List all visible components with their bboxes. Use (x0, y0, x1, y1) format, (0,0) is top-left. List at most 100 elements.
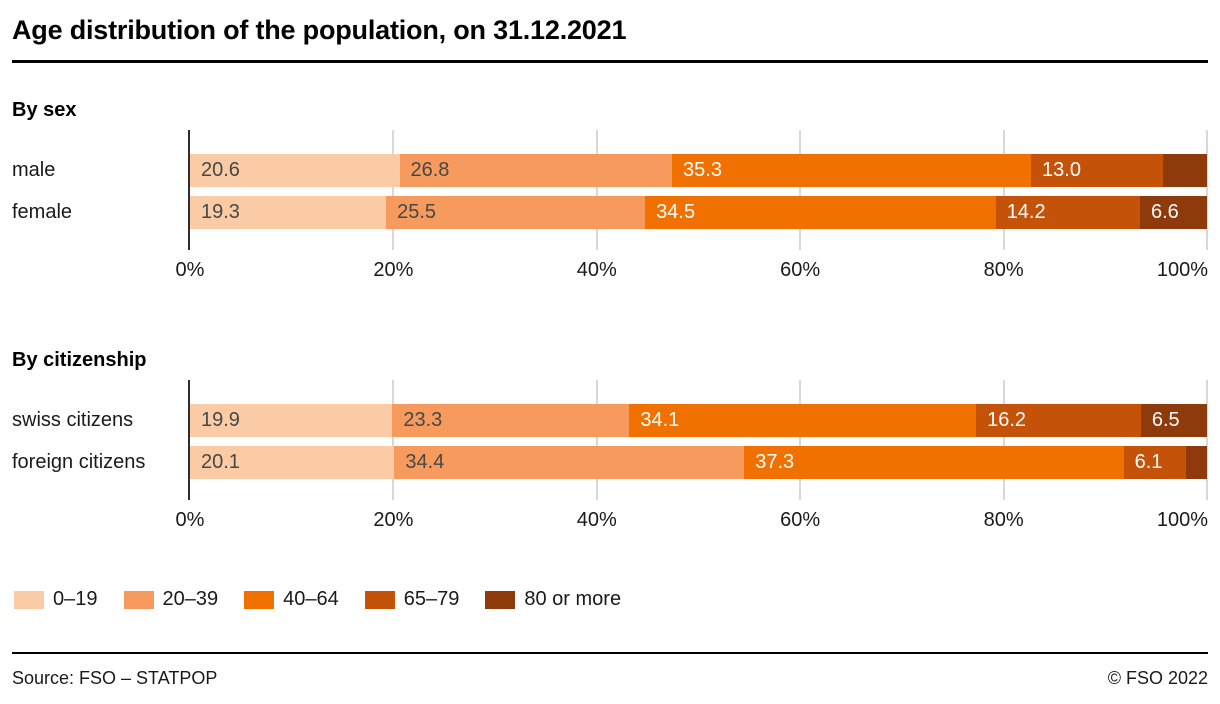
bar-value-label: 37.3 (755, 451, 795, 473)
legend-label: 80 or more (524, 588, 622, 610)
y-axis-line (188, 130, 190, 250)
bar-value-label: 34.5 (656, 201, 696, 223)
gridline (1206, 130, 1208, 250)
bar-value-label: 23.3 (403, 409, 443, 431)
legend-item: 40–64 (244, 588, 339, 611)
row-label: female (12, 201, 73, 223)
section-heading-by-citizenship: By citizenship (12, 349, 147, 371)
bar-segment: 35.3 (672, 154, 1032, 187)
gridline (392, 380, 395, 500)
gridline (1002, 130, 1005, 250)
x-tick-label: 0% (175, 259, 205, 281)
footer-copyright: © FSO 2022 (1107, 668, 1208, 688)
row-label: foreign citizens (12, 451, 146, 473)
gridline (1002, 380, 1005, 500)
bar-value-label: 34.4 (405, 451, 445, 473)
gridline (799, 380, 802, 500)
bar-segment: 23.3 (392, 404, 630, 437)
bar-segment: 34.5 (645, 196, 996, 229)
bar-segment: 26.8 (399, 154, 673, 187)
legend-label: 65–79 (403, 588, 460, 610)
x-tick-label: 0% (175, 509, 205, 531)
bars-container: swiss citizens 19.9 23.3 34.1 16.2 6.5 foreign… (12, 404, 1207, 488)
page-title: Age distribution of the population, on 3… (12, 15, 627, 45)
bar-row: female 19.3 25.5 34.5 14.2 6.6 (12, 196, 1207, 229)
bar-value-label: 35.3 (683, 159, 722, 181)
row-label: male (12, 159, 56, 181)
bar-segment: 6.1 (1123, 446, 1186, 479)
legend-label: 0–19 (53, 588, 98, 610)
bar-segment: 13.0 (1031, 154, 1164, 187)
gridline (595, 380, 598, 500)
footer-source: Source: FSO – STATPOP (12, 668, 218, 688)
legend-item: 0–19 (14, 588, 98, 611)
bar-value-label: 19.3 (201, 201, 240, 223)
bar-segment: 20.1 (190, 446, 395, 479)
bar-segment: 14.2 (995, 196, 1140, 229)
gridline (595, 130, 598, 250)
x-tick-label: 100% (1156, 259, 1208, 281)
bar-segment: 37.3 (744, 446, 1124, 479)
x-tick-label: 100% (1156, 509, 1208, 531)
bar-value-label: 16.2 (987, 409, 1027, 431)
legend-swatch (244, 590, 275, 609)
gridline (392, 130, 395, 250)
footer-rule (12, 652, 1208, 654)
bar-segment: 6.6 (1139, 196, 1207, 229)
bar-value-label: 13.0 (1042, 159, 1081, 181)
bar-segment: 6.5 (1140, 404, 1207, 437)
bar-value-label: 26.8 (410, 159, 450, 181)
legend-label: 20–39 (162, 588, 219, 610)
bar-value-label: 14.2 (1006, 201, 1046, 223)
bar-row: male 20.6 26.8 35.3 13.0 (12, 154, 1207, 187)
x-tick-label: 60% (780, 259, 821, 281)
bar-value-label: 19.9 (201, 409, 240, 431)
x-tick-label: 40% (576, 259, 617, 281)
legend-item: 20–39 (123, 588, 219, 611)
x-tick-label: 20% (373, 509, 414, 531)
x-tick-label: 20% (373, 259, 414, 281)
x-axis: 0% 20% 40% 60% 80% 100% (176, 508, 1208, 534)
bar-segment: 16.2 (976, 404, 1141, 437)
bar-segment: 19.3 (190, 196, 387, 229)
x-tick-label: 60% (780, 509, 821, 531)
bar-segment: 19.9 (190, 404, 393, 437)
bar-segment (1185, 446, 1207, 479)
bar-value-label: 6.6 (1150, 201, 1179, 223)
gridline (799, 130, 802, 250)
legend-label: 40–64 (283, 588, 339, 610)
legend: 0–19 20–39 40–64 65–79 80 or more (14, 588, 621, 611)
chart-by-citizenship: swiss citizens 19.9 23.3 34.1 16.2 6.5 foreign… (12, 380, 1208, 531)
bar-row: foreign citizens 20.1 34.4 37.3 6.1 (12, 446, 1207, 479)
legend-swatch (14, 590, 44, 609)
bars-container: male 20.6 26.8 35.3 13.0 female 19.3 25.5 34.5 14… (12, 154, 1207, 238)
legend-swatch (123, 590, 154, 609)
chart-by-sex: male 20.6 26.8 35.3 13.0 female 19.3 25.5 34.5 14… (12, 130, 1208, 281)
legend-swatch (485, 590, 516, 609)
section-heading-by-sex: By sex (12, 99, 77, 121)
bar-segment: 34.4 (394, 446, 745, 479)
bar-segment: 20.6 (190, 154, 400, 187)
x-tick-label: 40% (576, 509, 617, 531)
bar-segment: 25.5 (386, 196, 646, 229)
bar-value-label: 20.1 (201, 451, 240, 473)
bar-segment (1163, 154, 1207, 187)
legend-item: 80 or more (485, 588, 621, 611)
bar-segment: 34.1 (629, 404, 977, 437)
title-rule (12, 60, 1208, 63)
bar-row: swiss citizens 19.9 23.3 34.1 16.2 6.5 (12, 404, 1207, 437)
bar-value-label: 25.5 (397, 201, 437, 223)
x-tick-label: 80% (983, 509, 1024, 531)
bar-value-label: 6.5 (1151, 409, 1180, 431)
x-axis: 0% 20% 40% 60% 80% 100% (176, 258, 1208, 284)
legend-item: 65–79 (364, 588, 460, 611)
bar-value-label: 6.1 (1134, 451, 1163, 473)
bar-value-label: 34.1 (640, 409, 680, 431)
x-tick-label: 80% (983, 259, 1024, 281)
bar-value-label: 20.6 (201, 159, 240, 181)
y-axis-line (188, 380, 190, 500)
gridline (1206, 380, 1208, 500)
row-label: swiss citizens (12, 409, 134, 431)
legend-swatch (364, 590, 395, 609)
